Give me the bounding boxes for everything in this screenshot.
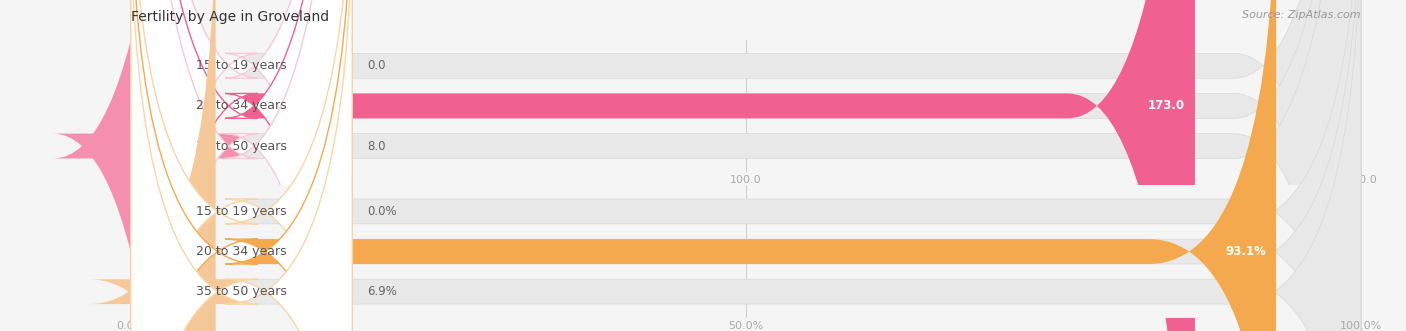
- Text: 15 to 19 years: 15 to 19 years: [197, 59, 287, 72]
- FancyBboxPatch shape: [131, 0, 352, 331]
- Text: Source: ZipAtlas.com: Source: ZipAtlas.com: [1243, 10, 1361, 20]
- FancyBboxPatch shape: [89, 0, 257, 331]
- Text: 35 to 50 years: 35 to 50 years: [195, 285, 287, 298]
- FancyBboxPatch shape: [131, 0, 352, 331]
- FancyBboxPatch shape: [131, 0, 1361, 331]
- FancyBboxPatch shape: [131, 0, 1361, 331]
- Text: 173.0: 173.0: [1147, 99, 1185, 113]
- Text: 0.0%: 0.0%: [367, 205, 396, 218]
- FancyBboxPatch shape: [131, 0, 1361, 331]
- FancyBboxPatch shape: [131, 0, 1361, 331]
- Text: 15 to 19 years: 15 to 19 years: [197, 205, 287, 218]
- Text: 20 to 34 years: 20 to 34 years: [197, 99, 287, 113]
- Text: 8.0: 8.0: [367, 140, 385, 153]
- FancyBboxPatch shape: [131, 0, 1277, 331]
- Text: 35 to 50 years: 35 to 50 years: [195, 140, 287, 153]
- FancyBboxPatch shape: [53, 0, 257, 331]
- Text: Fertility by Age in Groveland: Fertility by Age in Groveland: [131, 10, 329, 24]
- Text: 0.0: 0.0: [367, 59, 385, 72]
- FancyBboxPatch shape: [131, 0, 352, 331]
- FancyBboxPatch shape: [131, 0, 1361, 331]
- FancyBboxPatch shape: [131, 0, 352, 331]
- Text: 93.1%: 93.1%: [1226, 245, 1267, 258]
- Text: 6.9%: 6.9%: [367, 285, 396, 298]
- FancyBboxPatch shape: [131, 0, 1361, 331]
- Text: 20 to 34 years: 20 to 34 years: [197, 245, 287, 258]
- FancyBboxPatch shape: [131, 0, 1195, 331]
- FancyBboxPatch shape: [131, 0, 352, 331]
- FancyBboxPatch shape: [131, 0, 352, 331]
